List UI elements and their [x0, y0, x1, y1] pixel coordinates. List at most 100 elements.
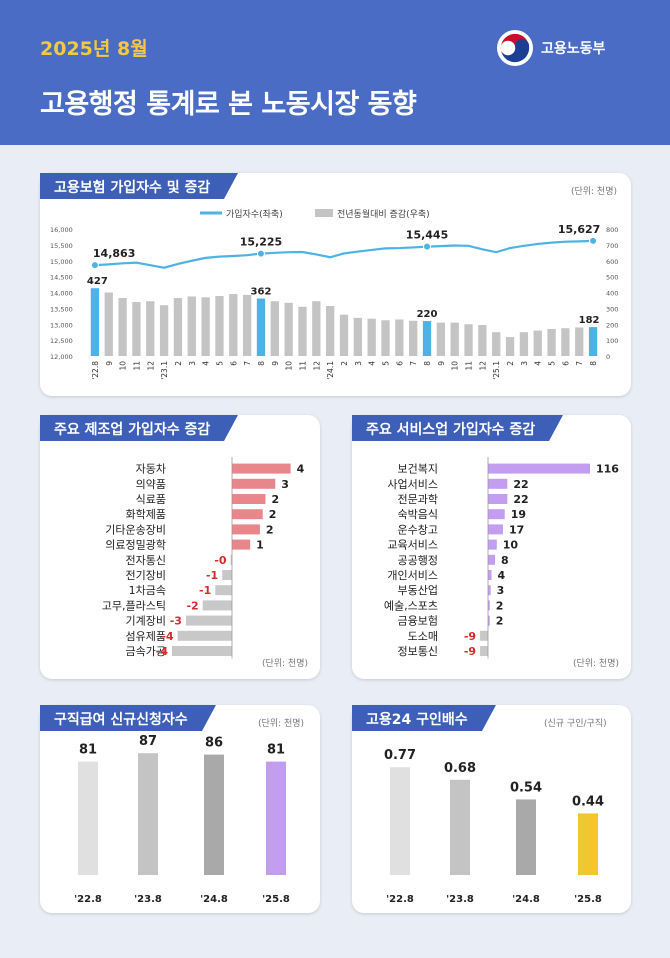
- bar-value-label: -1: [206, 569, 218, 582]
- bar-value-label: 22: [513, 493, 528, 506]
- year-bar: [578, 813, 598, 875]
- year-bar: [78, 761, 98, 875]
- year-bar: [138, 753, 158, 875]
- x-tick-label: '22.8: [91, 361, 100, 380]
- manufacturing-unit: (단위: 천명): [261, 659, 308, 669]
- x-tick-label: '24.8: [200, 894, 228, 905]
- category-label: 기계장비: [126, 615, 166, 628]
- increase-bar: [159, 305, 169, 356]
- increase-bar: [547, 329, 556, 356]
- increase-bar: [450, 322, 459, 356]
- increase-bar: [90, 288, 100, 356]
- category-label: 교육서비스: [387, 539, 438, 552]
- bar-value-label: 10: [503, 539, 519, 552]
- increase-bar: [146, 301, 155, 356]
- x-tick-label: 11: [465, 361, 474, 371]
- x-tick-label: 3: [188, 361, 197, 366]
- bar-value-label: 19: [511, 508, 526, 521]
- increase-bar: [201, 297, 210, 356]
- bar-value-label: 182: [579, 315, 600, 326]
- x-tick-label: 3: [520, 361, 529, 366]
- x-tick-label: 4: [368, 361, 377, 366]
- insured-unit: (단위: 천명): [570, 187, 617, 197]
- y-left-tick: 14,500: [50, 274, 73, 282]
- x-tick-label: '23.8: [134, 894, 162, 905]
- report-date: 2025년 8월: [40, 38, 148, 60]
- bar-value-label: 3: [497, 584, 505, 597]
- line-value-label: 15,627: [558, 223, 600, 236]
- category-label: 숙박음식: [398, 508, 438, 521]
- increase-bar: [229, 294, 238, 356]
- category-bar: [488, 539, 497, 550]
- bar-value-label: 0.44: [572, 794, 604, 809]
- x-tick-label: 7: [575, 361, 584, 366]
- y-left-tick: 13,000: [50, 321, 73, 329]
- y-right-tick: 800: [606, 226, 618, 234]
- increase-bar: [478, 325, 487, 356]
- year-bar: [390, 767, 410, 875]
- year-bar: [450, 779, 470, 875]
- x-tick-label: '25.1: [492, 361, 501, 380]
- category-bar: [202, 600, 232, 611]
- insured-section-title: 고용보험 가입자수 및 증감: [40, 173, 239, 199]
- increase-bar: [118, 298, 127, 356]
- taegeuk-icon: [497, 30, 533, 66]
- bar-value-label: 427: [87, 276, 108, 287]
- bar-value-label: -9: [464, 630, 476, 643]
- category-label: 보건복지: [398, 463, 438, 476]
- legend-bar-swatch: [315, 209, 333, 217]
- bar-value-label: 2: [269, 508, 277, 521]
- x-tick-label: 12: [146, 361, 155, 371]
- bar-value-label: 22: [513, 478, 528, 491]
- increase-bar: [422, 321, 432, 356]
- bar-value-label: -1: [199, 584, 211, 597]
- y-left-tick: 13,500: [50, 305, 73, 313]
- services-section-title: 주요 서비스업 가입자수 증감: [352, 415, 564, 441]
- category-bar: [232, 478, 276, 489]
- insured-card: 고용보험 가입자수 및 증감 (단위: 천명) 가입자수(좌축) 전년동월대비 증…: [40, 173, 631, 396]
- category-bar: [232, 524, 260, 535]
- increase-bar: [339, 314, 349, 356]
- bar-value-label: 3: [281, 478, 289, 491]
- x-tick-label: 6: [561, 361, 570, 366]
- x-tick-label: 7: [409, 361, 418, 366]
- y-left-tick: 15,500: [50, 242, 73, 250]
- x-tick-label: '23.1: [160, 361, 169, 380]
- category-bar: [488, 585, 491, 596]
- line-highlight-point: [90, 261, 99, 270]
- increase-bar: [104, 292, 113, 356]
- x-tick-label: 7: [243, 361, 252, 366]
- bar-value-label: 2: [266, 523, 274, 536]
- legend-label: 전년동월대비 증감(우축): [337, 208, 430, 220]
- category-bar: [480, 646, 488, 656]
- bar-value-label: -2: [186, 599, 198, 612]
- y-right-tick: 500: [606, 274, 618, 282]
- applicants-card: 구직급여 신규신청자수 (단위: 천명) 81 '22.8 87 '23.8 86 '24…: [40, 705, 320, 913]
- x-tick-label: 5: [215, 361, 224, 366]
- category-label: 화학제품: [126, 508, 166, 521]
- category-bar: [488, 478, 508, 489]
- line-highlight-point: [423, 242, 432, 251]
- increase-bar: [381, 320, 390, 356]
- category-bar: [232, 463, 291, 474]
- category-label: 금융보험: [398, 615, 438, 628]
- category-bar: [488, 494, 508, 504]
- x-tick-label: '23.8: [446, 894, 474, 905]
- bar-value-label: 0.54: [510, 780, 542, 795]
- y-right-tick: 200: [606, 321, 618, 329]
- bar-value-label: -3: [170, 615, 182, 628]
- x-tick-label: 8: [589, 361, 598, 366]
- bar-value-label: -0: [214, 554, 227, 567]
- category-bar: [185, 615, 232, 626]
- y-right-tick: 0: [606, 353, 610, 361]
- bar-value-label: 17: [509, 523, 524, 536]
- x-tick-label: 4: [202, 361, 211, 366]
- x-tick-label: 5: [382, 361, 391, 366]
- y-left-tick: 16,000: [50, 226, 73, 234]
- line-highlight-point: [589, 236, 598, 245]
- x-tick-label: 5: [548, 361, 557, 366]
- category-bar: [222, 570, 232, 580]
- y-right-tick: 100: [606, 337, 618, 345]
- increase-bar: [284, 302, 293, 356]
